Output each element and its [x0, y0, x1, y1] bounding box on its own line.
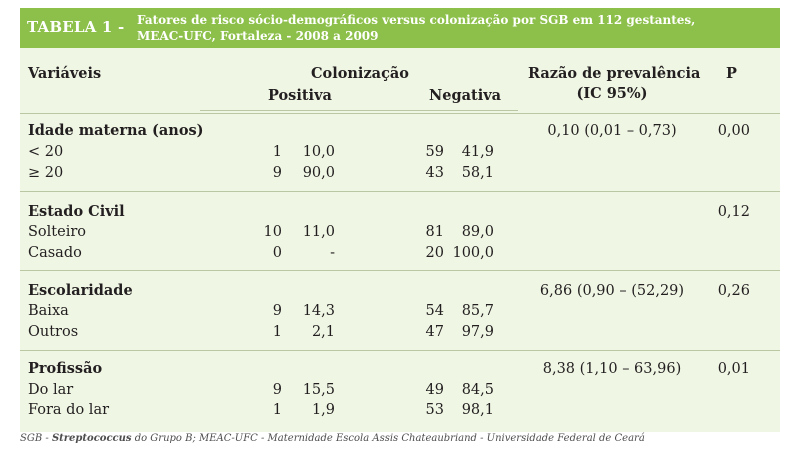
positive-percent: 11,0: [302, 224, 335, 240]
row-label: ≥ 20: [28, 165, 64, 181]
negative-count: 81: [425, 224, 444, 240]
positive-percent: 10,0: [302, 144, 335, 160]
table-panel: Variáveis Colonização Positiva Negativa …: [20, 48, 780, 432]
negative-count: 54: [425, 303, 444, 319]
footnote-text: do Grupo B; MEAC-UFC - Maternidade Escol…: [131, 433, 645, 444]
prevalence-ratio-value: 0,10 (0,01 – 0,73): [547, 123, 677, 139]
table-caption-line-2: MEAC-UFC, Fortaleza - 2008 a 2009: [137, 29, 379, 43]
negative-percent: 89,0: [461, 224, 494, 240]
group-name: Estado Civil: [28, 203, 125, 220]
group-name: Escolaridade: [28, 282, 133, 299]
p-value: 0,01: [717, 361, 750, 377]
colonization-divider: [200, 110, 518, 111]
row-label: Baixa: [28, 303, 69, 319]
header-negative: Negativa: [429, 87, 502, 104]
header-p: P: [726, 65, 737, 82]
row-label: Fora do lar: [28, 402, 110, 418]
row-label: Do lar: [28, 382, 74, 398]
positive-count: 9: [272, 165, 282, 181]
group-name: Idade materna (anos): [28, 122, 204, 139]
row-label: Casado: [28, 245, 82, 261]
group-rule: [20, 350, 780, 351]
positive-count: 10: [263, 224, 282, 240]
negative-percent: 98,1: [461, 402, 494, 418]
positive-percent: -: [330, 245, 335, 261]
positive-percent: 14,3: [302, 303, 335, 319]
positive-percent: 15,5: [302, 382, 335, 398]
footnote-prefix: SGB -: [20, 433, 52, 444]
positive-count: 1: [272, 402, 282, 418]
p-value: 0,00: [717, 123, 750, 139]
header-colonization: Colonização: [311, 65, 409, 82]
negative-percent: 58,1: [461, 165, 494, 181]
row-label: Outros: [28, 324, 79, 340]
positive-count: 0: [272, 245, 282, 261]
header-rule: [20, 113, 780, 114]
positive-percent: 90,0: [302, 165, 335, 181]
group-rule: [20, 270, 780, 271]
negative-percent: 97,9: [461, 324, 494, 340]
negative-count: 49: [425, 382, 444, 398]
row-label: Solteiro: [28, 224, 87, 240]
header-positive: Positiva: [268, 87, 332, 104]
p-value: 0,26: [717, 283, 750, 299]
positive-count: 1: [272, 324, 282, 340]
positive-percent: 2,1: [311, 324, 335, 340]
negative-count: 47: [425, 324, 444, 340]
table-number: TABELA 1 -: [27, 18, 125, 36]
negative-count: 20: [425, 245, 444, 261]
positive-count: 9: [272, 382, 282, 398]
negative-count: 59: [425, 144, 444, 160]
negative-count: 53: [425, 402, 444, 418]
group-rule: [20, 191, 780, 192]
negative-percent: 41,9: [461, 144, 494, 160]
header-prevalence-ratio: Razão de prevalência: [528, 65, 701, 82]
header-confidence-interval: (IC 95%): [576, 85, 648, 102]
row-label: < 20: [28, 144, 64, 160]
negative-percent: 100,0: [452, 245, 494, 261]
group-name: Profissão: [28, 360, 103, 377]
positive-count: 1: [272, 144, 282, 160]
positive-percent: 1,9: [311, 402, 335, 418]
table-title-bar: TABELA 1 - Fatores de risco sócio-demogr…: [20, 8, 780, 48]
negative-percent: 84,5: [461, 382, 494, 398]
positive-count: 9: [272, 303, 282, 319]
p-value: 0,12: [717, 204, 750, 220]
prevalence-ratio-value: 6,86 (0,90 – (52,29): [539, 283, 685, 299]
prevalence-ratio-value: 8,38 (1,10 – 63,96): [542, 361, 682, 377]
table-footnote: SGB - Streptococcus do Grupo B; MEAC-UFC…: [20, 433, 645, 444]
table-caption: Fatores de risco sócio-demográficos vers…: [137, 12, 695, 44]
table-caption-line-1: Fatores de risco sócio-demográficos vers…: [137, 13, 696, 27]
negative-percent: 85,7: [461, 303, 494, 319]
negative-count: 43: [425, 165, 444, 181]
header-variables: Variáveis: [28, 65, 102, 82]
footnote-emphasis: Streptococcus: [51, 433, 132, 444]
